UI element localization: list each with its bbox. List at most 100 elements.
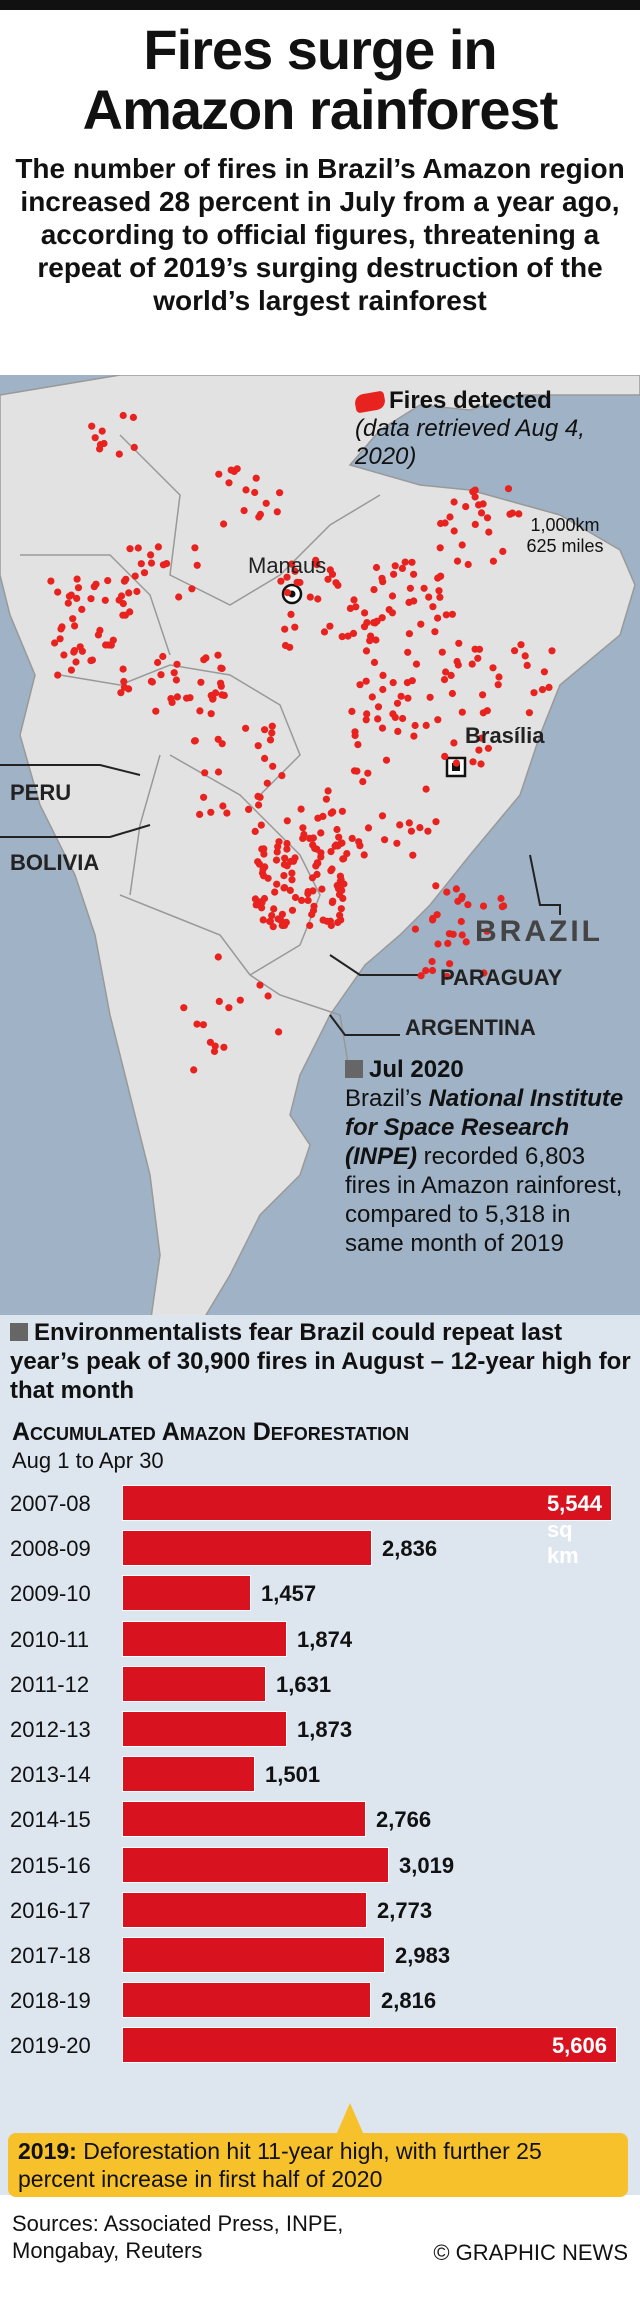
fire-dot (416, 824, 424, 832)
fire-dot (280, 860, 288, 869)
fire-dot (148, 678, 156, 686)
fire-dot (88, 422, 96, 430)
fire-dot (119, 600, 127, 608)
fire-dot (443, 888, 451, 896)
bar-value-2012-13: 1,873 (297, 1717, 353, 1742)
fire-dot (442, 668, 450, 676)
fire-dot (207, 808, 215, 816)
fire-dot (328, 898, 336, 907)
fire-dot (417, 620, 425, 628)
fire-dot (428, 966, 437, 975)
fire-dot (270, 905, 278, 913)
fire-dot (367, 632, 375, 640)
fire-dot (348, 834, 356, 842)
fire-dot (268, 722, 276, 730)
top-bar (0, 0, 640, 10)
fire-dot (98, 427, 106, 435)
fire-dot (100, 439, 108, 448)
fire-dot (291, 567, 299, 575)
bar-value-2007-08: 5,544 sq km (546, 1491, 602, 1568)
fire-dot (372, 563, 381, 572)
fire-dot (259, 916, 267, 924)
fire-dot (255, 513, 263, 521)
fire-dot (420, 584, 428, 592)
fire-dot (378, 574, 386, 582)
fire-dot (424, 827, 432, 835)
fire-dot (92, 580, 100, 588)
fire-dot (361, 609, 369, 617)
fire-dot (471, 520, 479, 528)
fire-dot (281, 641, 290, 650)
fire-dot (314, 595, 322, 603)
fire-dot (483, 707, 491, 715)
fire-dot (278, 910, 286, 918)
fire-dot (245, 805, 253, 813)
fire-dot (117, 689, 125, 697)
fire-dot (202, 654, 210, 662)
fire-dot (356, 681, 364, 689)
fire-dot (354, 741, 362, 749)
fire-dot (378, 614, 386, 622)
fire-dot (410, 597, 418, 605)
fire-dot (260, 872, 268, 880)
fire-dot (510, 647, 519, 655)
bar-label-2018-19: 2018-19 (10, 1988, 91, 2014)
fire-dot (298, 896, 306, 905)
fire-dot (401, 558, 409, 566)
fire-dot (404, 694, 412, 702)
fire-dot (140, 569, 149, 577)
fire-dot (362, 716, 370, 724)
fire-dot (338, 880, 346, 888)
bar-2018-19 (122, 1982, 371, 2019)
fire-dot (326, 622, 334, 630)
fire-dot (344, 632, 352, 640)
fire-dot (396, 821, 404, 829)
fire-dot (74, 584, 83, 592)
fire-dot (382, 756, 391, 764)
bar-2017-18 (122, 1937, 385, 1973)
fire-dot (391, 562, 399, 570)
fire-dot (193, 1020, 201, 1028)
fire-dot (215, 470, 223, 478)
fire-dot (281, 854, 289, 862)
fire-dot (210, 1047, 219, 1055)
fire-dot (379, 685, 387, 694)
fire-dot (517, 641, 525, 649)
fire-dot (259, 865, 267, 874)
fire-dot (190, 1066, 198, 1074)
fire-dot (317, 853, 325, 861)
fire-dot (207, 710, 215, 718)
fire-dot (489, 664, 497, 672)
fire-dot (137, 560, 145, 568)
fire-dot (196, 810, 204, 818)
fire-dot (54, 588, 62, 596)
fire-dots (47, 411, 556, 1074)
fire-dot (288, 869, 296, 877)
fire-dot (252, 901, 260, 909)
fire-dot (381, 836, 389, 844)
fire-dot (436, 593, 444, 601)
map-scale: 1,000km 625 miles (505, 515, 625, 557)
fire-dot (51, 639, 59, 647)
title-line-2: Amazon rainforest (82, 78, 559, 141)
fire-dot (306, 593, 314, 601)
fire-dot (352, 603, 360, 611)
fire-dot (475, 645, 484, 653)
label-peru: PERU (10, 780, 72, 805)
fire-dot (411, 721, 419, 730)
fire-dot (378, 812, 387, 820)
fire-dot (417, 972, 425, 980)
fire-dot (372, 636, 380, 644)
label-brasilia: Brasília (465, 723, 545, 748)
fire-dot (220, 520, 228, 528)
fire-dot (458, 931, 466, 939)
fire-icon (353, 390, 387, 414)
fire-dot (71, 622, 79, 630)
fire-dot (457, 917, 465, 926)
fire-dot (485, 528, 493, 536)
fire-dot (422, 785, 430, 793)
environment-note-text: Environmentalists fear Brazil could repe… (10, 1319, 631, 1404)
fire-dot (266, 736, 275, 744)
fire-dot (428, 957, 436, 966)
fire-dot (291, 893, 300, 902)
